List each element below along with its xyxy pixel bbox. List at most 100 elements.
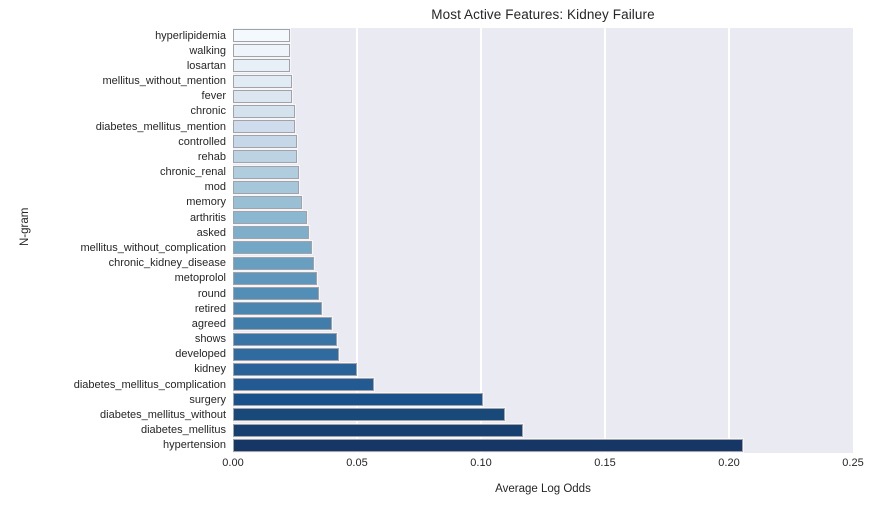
bar-row bbox=[233, 256, 853, 271]
bar-row bbox=[233, 240, 853, 255]
x-axis-label: Average Log Odds bbox=[495, 483, 591, 495]
y-tick-label: mod bbox=[204, 181, 226, 194]
x-tick-label: 0.25 bbox=[842, 457, 864, 469]
bar-row bbox=[233, 331, 853, 346]
bar-row bbox=[233, 377, 853, 392]
bar-row bbox=[233, 438, 853, 453]
y-tick-label: arthritis bbox=[189, 211, 226, 224]
bar-row bbox=[233, 58, 853, 73]
bar-fever bbox=[233, 89, 293, 103]
gridline bbox=[728, 28, 730, 453]
y-tick-label: developed bbox=[175, 348, 226, 361]
bar-round bbox=[233, 287, 320, 300]
gridline bbox=[604, 28, 606, 453]
bar-row bbox=[233, 392, 853, 407]
bar-retired bbox=[233, 302, 322, 316]
y-tick-label: controlled bbox=[178, 135, 226, 148]
bar-row bbox=[233, 225, 853, 240]
bar-row bbox=[233, 301, 853, 316]
bar-diabetes_mellitus_without bbox=[233, 408, 506, 422]
x-tick-label: 0.00 bbox=[222, 457, 244, 469]
bar-surgery bbox=[233, 393, 483, 407]
bar-row bbox=[233, 74, 853, 89]
bar-row bbox=[233, 210, 853, 225]
y-tick-label: round bbox=[197, 287, 226, 300]
bar-row bbox=[233, 28, 853, 43]
bar-row bbox=[233, 347, 853, 362]
y-tick-label: diabetes_mellitus_without bbox=[100, 408, 226, 421]
bar-row bbox=[233, 286, 853, 301]
bar-asked bbox=[233, 226, 310, 240]
bar-row bbox=[233, 149, 853, 164]
bar-row bbox=[233, 165, 853, 180]
bar-row bbox=[233, 43, 853, 58]
bar-developed bbox=[233, 347, 340, 361]
bar-row bbox=[233, 407, 853, 422]
bar-row bbox=[233, 104, 853, 119]
x-tick-label: 0.20 bbox=[718, 457, 740, 469]
y-tick-label: chronic_renal bbox=[159, 166, 226, 179]
bar-row bbox=[233, 180, 853, 195]
y-tick-label: hypertension bbox=[163, 439, 226, 452]
x-tick-labels: 0.00 0.05 0.10 0.15 0.20 0.25 bbox=[222, 457, 863, 473]
y-tick-labels: hyperlipidemia walking losartan mellitus_wi… bbox=[0, 28, 226, 453]
bar-shows bbox=[233, 332, 337, 346]
bar-arthritis bbox=[233, 211, 307, 225]
bar-controlled bbox=[233, 135, 297, 149]
bar-row bbox=[233, 362, 853, 377]
chart-title: Most Active Features: Kidney Failure bbox=[431, 7, 655, 22]
bar-diabetes_mellitus_complication bbox=[233, 378, 374, 392]
gridline bbox=[356, 28, 358, 453]
y-tick-label: mellitus_without_mention bbox=[102, 75, 226, 88]
x-tick-label: 0.15 bbox=[594, 457, 616, 469]
bar-row bbox=[233, 271, 853, 286]
y-tick-label: asked bbox=[196, 226, 226, 239]
y-tick-label: rehab bbox=[197, 150, 226, 163]
y-tick-label: losartan bbox=[186, 59, 226, 72]
bar-mellitus_without_mention bbox=[233, 74, 293, 88]
bar-chronic bbox=[233, 104, 295, 118]
bar-row bbox=[233, 89, 853, 104]
y-tick-label: memory bbox=[186, 196, 226, 209]
bar-walking bbox=[233, 44, 290, 58]
y-tick-label: chronic_kidney_disease bbox=[108, 257, 226, 270]
bar-chronic_kidney_disease bbox=[233, 256, 315, 270]
y-tick-label: chronic bbox=[190, 105, 226, 118]
bar-diabetes_mellitus_mention bbox=[233, 120, 295, 134]
plot-area bbox=[233, 28, 853, 453]
y-tick-label: mellitus_without_complication bbox=[80, 241, 226, 254]
bar-losartan bbox=[233, 59, 290, 73]
bar-hypertension bbox=[233, 438, 744, 452]
y-tick-label: walking bbox=[189, 44, 226, 57]
y-tick-label: metoprolol bbox=[174, 272, 226, 285]
bar-row bbox=[233, 316, 853, 331]
bar-chronic_renal bbox=[233, 165, 300, 179]
bar-mod bbox=[233, 180, 300, 194]
y-tick-label: retired bbox=[194, 302, 226, 315]
y-tick-label: agreed bbox=[191, 317, 226, 330]
bar-agreed bbox=[233, 317, 332, 331]
y-tick-label: kidney bbox=[194, 363, 226, 376]
y-tick-label: diabetes_mellitus_complication bbox=[73, 378, 226, 391]
y-tick-label: fever bbox=[201, 90, 226, 103]
bar-mellitus_without_complication bbox=[233, 241, 312, 255]
x-tick-label: 0.05 bbox=[346, 457, 368, 469]
y-tick-label: hyperlipidemia bbox=[155, 29, 226, 42]
bar-hyperlipidemia bbox=[233, 29, 290, 43]
bar-kidney bbox=[233, 362, 357, 376]
bar-row bbox=[233, 119, 853, 134]
bar-rehab bbox=[233, 150, 297, 164]
bar-row bbox=[233, 134, 853, 149]
y-tick-label: diabetes_mellitus bbox=[141, 424, 226, 437]
x-tick-label: 0.10 bbox=[470, 457, 492, 469]
bar-row bbox=[233, 422, 853, 437]
y-tick-label: diabetes_mellitus_mention bbox=[95, 120, 226, 133]
bar-metoprolol bbox=[233, 271, 317, 285]
bar-rows bbox=[233, 28, 853, 453]
gridline bbox=[480, 28, 482, 453]
y-tick-label: shows bbox=[194, 333, 226, 346]
bar-row bbox=[233, 195, 853, 210]
bar-diabetes_mellitus bbox=[233, 423, 523, 437]
bar-memory bbox=[233, 195, 302, 209]
